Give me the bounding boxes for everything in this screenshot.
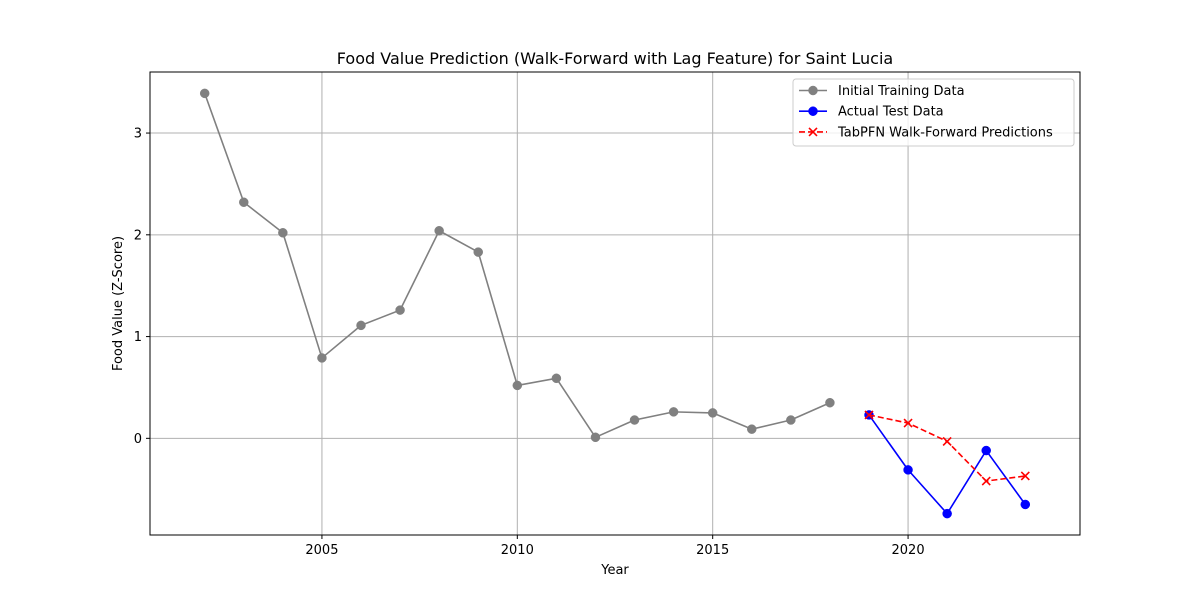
data-point	[864, 410, 874, 420]
series-2	[864, 410, 1030, 486]
data-point	[317, 353, 327, 363]
y-tick-label: 2	[134, 228, 142, 243]
series-layer	[199, 88, 1031, 519]
data-point	[825, 397, 835, 408]
data-point	[786, 415, 796, 425]
data-point	[395, 305, 405, 315]
x-axis-label: Year	[600, 563, 629, 578]
data-point	[668, 407, 679, 417]
legend-entry: Actual Test Data	[799, 105, 944, 120]
legend-label: Actual Test Data	[838, 105, 944, 120]
data-point	[629, 415, 640, 425]
grid-layer	[150, 72, 1080, 535]
legend-entry: Initial Training Data	[799, 84, 965, 99]
y-tick-label: 3	[134, 127, 142, 142]
legend-marker	[808, 127, 818, 137]
data-point	[1020, 499, 1031, 510]
data-point	[512, 380, 523, 391]
x-tick-label: 2010	[501, 543, 534, 558]
legend-label: TabPFN Walk-Forward Predictions	[837, 125, 1053, 140]
legend-marker	[808, 106, 818, 116]
data-point	[239, 197, 249, 208]
y-axis-label: Food Value (Z-Score)	[111, 236, 126, 371]
data-point	[199, 88, 210, 99]
data-point	[903, 418, 913, 428]
data-point	[981, 445, 991, 456]
y-tick-label: 0	[134, 432, 142, 447]
data-point	[903, 465, 913, 475]
legend-box	[792, 78, 1075, 147]
x-tick-label: 2005	[305, 543, 338, 558]
data-point	[278, 228, 288, 238]
x-tick-label: 2020	[892, 543, 925, 558]
data-point	[747, 424, 757, 434]
data-point	[551, 373, 562, 384]
legend-label: Initial Training Data	[838, 84, 965, 99]
x-tick-label: 2015	[696, 543, 729, 558]
legend-marker	[808, 85, 818, 96]
data-point	[434, 225, 444, 236]
data-point	[473, 247, 483, 257]
data-point	[356, 320, 366, 331]
data-point	[942, 508, 952, 519]
data-point	[707, 408, 718, 418]
legend: Initial Training Data Actual Test Data Tab…	[792, 78, 1075, 147]
data-point	[942, 436, 952, 446]
legend-entry: TabPFN Walk-Forward Predictions	[799, 125, 1053, 140]
plot-frame	[149, 71, 1081, 536]
data-point	[590, 432, 601, 443]
data-point	[981, 476, 991, 486]
data-point	[1020, 471, 1030, 481]
chart-title: Food Value Prediction (Walk-Forward with…	[337, 49, 893, 68]
y-tick-label: 1	[134, 330, 142, 345]
tick-layer: 2005 2010 2015 2020 0 1 2 3	[134, 127, 925, 558]
series-0	[199, 88, 835, 443]
